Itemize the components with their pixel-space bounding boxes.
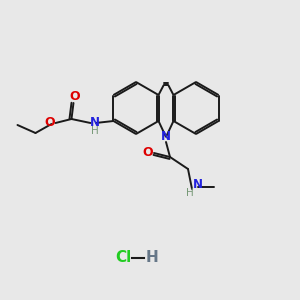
Text: N: N — [89, 116, 100, 128]
Text: H: H — [186, 188, 194, 198]
Text: N: N — [193, 178, 203, 191]
Text: O: O — [69, 91, 80, 103]
Text: O: O — [44, 116, 55, 128]
Text: N: N — [161, 130, 171, 143]
Text: H: H — [91, 126, 98, 136]
Text: Cl: Cl — [115, 250, 131, 266]
Text: H: H — [146, 250, 158, 266]
Text: O: O — [143, 146, 153, 158]
